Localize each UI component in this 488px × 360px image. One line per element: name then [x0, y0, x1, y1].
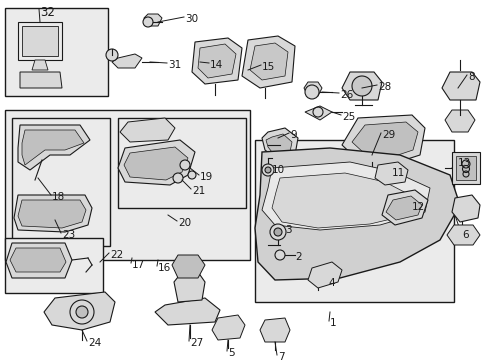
Text: 1: 1 — [329, 318, 336, 328]
Bar — [5, 8, 108, 96]
Text: 12: 12 — [411, 202, 425, 212]
Text: 27: 27 — [190, 338, 203, 348]
Polygon shape — [174, 272, 204, 302]
Circle shape — [262, 164, 273, 176]
Polygon shape — [441, 72, 479, 100]
Text: 31: 31 — [168, 60, 181, 70]
Polygon shape — [22, 130, 84, 165]
Circle shape — [351, 76, 371, 96]
Polygon shape — [341, 115, 424, 162]
Text: 14: 14 — [209, 60, 223, 70]
Circle shape — [305, 85, 318, 99]
Polygon shape — [32, 60, 48, 70]
Polygon shape — [341, 72, 381, 100]
Polygon shape — [304, 82, 321, 96]
Polygon shape — [381, 190, 427, 225]
Polygon shape — [6, 243, 72, 278]
Polygon shape — [451, 195, 479, 222]
Polygon shape — [118, 140, 195, 185]
Text: 20: 20 — [178, 218, 191, 228]
Bar — [254, 140, 453, 302]
Polygon shape — [18, 125, 90, 170]
Bar — [455, 156, 475, 180]
Polygon shape — [172, 255, 204, 278]
Bar — [5, 238, 103, 293]
Bar — [5, 110, 249, 260]
Text: 18: 18 — [52, 192, 65, 202]
Circle shape — [269, 224, 285, 240]
Polygon shape — [351, 122, 417, 156]
Polygon shape — [242, 36, 294, 88]
Text: 16: 16 — [158, 263, 171, 273]
Polygon shape — [307, 262, 341, 288]
Circle shape — [70, 300, 94, 324]
Polygon shape — [44, 292, 115, 330]
Circle shape — [273, 228, 282, 236]
Polygon shape — [112, 54, 142, 68]
Polygon shape — [124, 147, 187, 180]
Polygon shape — [120, 118, 175, 142]
Text: 19: 19 — [200, 172, 213, 182]
Text: 3: 3 — [285, 225, 291, 235]
Text: 29: 29 — [381, 130, 394, 140]
Circle shape — [106, 49, 118, 61]
Text: 26: 26 — [339, 90, 352, 100]
Text: 13: 13 — [457, 158, 470, 168]
Polygon shape — [374, 162, 407, 185]
Circle shape — [142, 17, 153, 27]
Circle shape — [173, 173, 183, 183]
Polygon shape — [249, 43, 287, 80]
Circle shape — [274, 250, 285, 260]
Text: 7: 7 — [278, 352, 284, 360]
Text: 30: 30 — [184, 14, 198, 24]
Polygon shape — [260, 318, 289, 342]
Text: 11: 11 — [391, 168, 405, 178]
Text: 5: 5 — [227, 348, 234, 358]
Text: 9: 9 — [289, 130, 296, 140]
Text: 6: 6 — [461, 230, 468, 240]
Bar — [451, 152, 479, 184]
Circle shape — [187, 171, 196, 179]
Polygon shape — [10, 248, 66, 272]
Polygon shape — [265, 134, 291, 156]
Polygon shape — [14, 195, 92, 232]
Text: 25: 25 — [341, 112, 354, 122]
Polygon shape — [254, 148, 459, 280]
Text: 8: 8 — [467, 72, 474, 82]
Polygon shape — [212, 315, 244, 340]
Circle shape — [76, 306, 88, 318]
Polygon shape — [446, 225, 479, 245]
Text: 10: 10 — [271, 165, 285, 175]
Polygon shape — [192, 38, 242, 84]
Text: 32: 32 — [40, 6, 55, 19]
Text: 21: 21 — [192, 186, 205, 196]
Text: 22: 22 — [110, 250, 123, 260]
Text: 17: 17 — [132, 260, 145, 270]
Text: 23: 23 — [62, 230, 75, 240]
Circle shape — [264, 167, 270, 173]
Polygon shape — [271, 173, 411, 228]
Circle shape — [180, 160, 190, 170]
Polygon shape — [155, 298, 220, 325]
Bar — [118, 118, 245, 208]
Text: 15: 15 — [262, 62, 275, 72]
Polygon shape — [262, 128, 297, 160]
Text: 28: 28 — [377, 82, 390, 92]
Polygon shape — [198, 44, 236, 78]
Polygon shape — [444, 110, 474, 132]
Polygon shape — [305, 106, 331, 120]
Text: 24: 24 — [88, 338, 101, 348]
Text: 4: 4 — [327, 278, 334, 288]
Polygon shape — [22, 26, 58, 56]
Polygon shape — [385, 196, 421, 220]
Bar — [12, 118, 110, 246]
Polygon shape — [143, 14, 162, 26]
Polygon shape — [262, 162, 429, 230]
Polygon shape — [20, 72, 62, 88]
Polygon shape — [18, 200, 86, 228]
Text: 2: 2 — [294, 252, 301, 262]
